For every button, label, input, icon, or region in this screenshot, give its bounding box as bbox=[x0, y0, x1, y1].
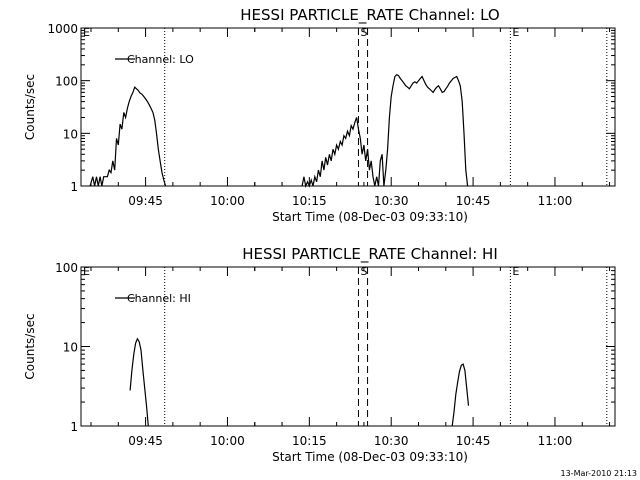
x-tick-label: 10:00 bbox=[210, 434, 245, 448]
panel-hi: HESSI PARTICLE_RATE Channel: HI Start Tim… bbox=[23, 245, 616, 464]
x-tick-label: 09:45 bbox=[128, 194, 163, 208]
x-tick-label: 11:00 bbox=[538, 194, 573, 208]
plot-frame bbox=[80, 27, 616, 187]
x-tick-label: 11:00 bbox=[538, 434, 573, 448]
marker-label: E bbox=[83, 26, 90, 39]
x-tick-label: 10:45 bbox=[456, 194, 491, 208]
marker-label: S bbox=[360, 26, 367, 39]
data-series-line bbox=[301, 73, 469, 189]
x-tick-label: 10:45 bbox=[456, 434, 491, 448]
data-series-line bbox=[451, 363, 470, 427]
panel-lo: HESSI PARTICLE_RATE Channel: LO Start Tim… bbox=[23, 6, 616, 224]
chart-title: HESSI PARTICLE_RATE Channel: LO bbox=[240, 6, 499, 25]
marker-label: E bbox=[512, 265, 519, 278]
legend-label: Channel: HI bbox=[127, 292, 191, 305]
y-tick-label: 1000 bbox=[47, 22, 78, 36]
marker-label: S bbox=[360, 265, 367, 278]
x-tick-label: 09:45 bbox=[128, 434, 163, 448]
x-tick-label: 10:15 bbox=[292, 434, 327, 448]
y-tick-label: 10 bbox=[63, 127, 78, 141]
marker-label: E bbox=[83, 265, 90, 278]
x-axis-label: Start Time (08-Dec-03 09:33:10) bbox=[272, 450, 468, 464]
y-tick-label: 10 bbox=[63, 341, 78, 355]
plot-frame bbox=[80, 266, 616, 427]
chart-title: HESSI PARTICLE_RATE Channel: HI bbox=[242, 245, 498, 264]
legend-label: Channel: LO bbox=[127, 53, 194, 66]
x-tick-label: 10:30 bbox=[374, 194, 409, 208]
x-tick-label: 10:15 bbox=[292, 194, 327, 208]
data-series-line bbox=[89, 86, 167, 187]
timestamp: 13-Mar-2010 21:13 bbox=[561, 469, 638, 478]
y-tick-label: 100 bbox=[55, 261, 78, 275]
y-axis-label: Counts/sec bbox=[23, 74, 37, 140]
x-tick-label: 10:30 bbox=[374, 434, 409, 448]
y-tick-label: 1 bbox=[70, 180, 78, 194]
data-series-line bbox=[129, 337, 149, 427]
y-tick-label: 100 bbox=[55, 75, 78, 89]
x-tick-label: 10:00 bbox=[210, 194, 245, 208]
x-axis-label: Start Time (08-Dec-03 09:33:10) bbox=[272, 210, 468, 224]
y-axis-label: Counts/sec bbox=[23, 313, 37, 379]
marker-label: E bbox=[512, 26, 519, 39]
y-tick-label: 1 bbox=[70, 420, 78, 434]
